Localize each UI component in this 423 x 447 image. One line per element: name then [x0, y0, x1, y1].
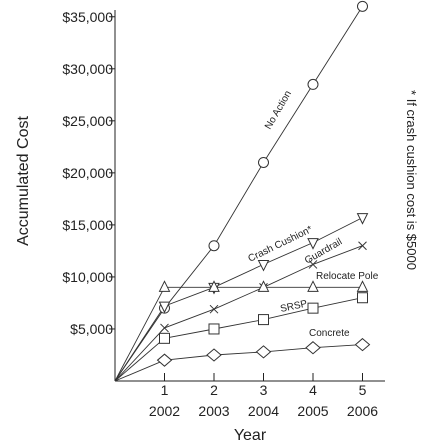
data-point-relocate-pole	[158, 280, 171, 292]
series-markers	[156, 0, 371, 367]
data-point-srsp	[307, 302, 319, 314]
y-tick-label: $25,000	[62, 113, 113, 129]
data-point-concrete	[354, 337, 371, 352]
y-axis-title: Accumulated Cost	[15, 116, 32, 246]
data-point-no-action	[357, 0, 368, 12]
data-point-crash-cushion	[307, 238, 319, 250]
x-tick-index-label: 1	[161, 382, 169, 398]
data-point-relocate-pole	[356, 280, 369, 292]
series-lines	[114, 6, 363, 382]
footnote: * If crash cushion cost is $5000	[404, 90, 419, 270]
y-tick-label: $5,000	[70, 321, 113, 337]
x-tick-year-label: 2003	[198, 403, 229, 419]
series-label-no-action: No Action	[263, 89, 294, 132]
series-line-relocate-pole	[114, 286, 363, 382]
x-tick-index-label: 5	[359, 382, 367, 398]
series-line-no-action	[114, 6, 363, 382]
data-point-no-action	[258, 156, 269, 168]
series-line-guardrail	[114, 245, 363, 382]
series-line-srsp	[114, 297, 363, 382]
data-point-relocate-pole	[307, 280, 319, 292]
data-point-crash-cushion	[158, 301, 171, 314]
x-tick-year-label: 2002	[149, 403, 180, 419]
y-ticks: $5,000 $10,000 $15,000 $20,000 $25,000 $30,00…	[62, 9, 115, 337]
data-point-guardrail	[209, 304, 219, 314]
data-point-concrete	[156, 353, 173, 367]
series-label-concrete: Concrete	[309, 328, 350, 339]
data-point-no-action	[208, 240, 220, 252]
y-tick-label: $30,000	[62, 61, 113, 77]
x-tick-year-label: 2006	[347, 403, 378, 419]
x-tick-index-label: 2	[210, 382, 218, 398]
data-point-srsp	[208, 323, 220, 335]
data-point-no-action	[307, 78, 319, 90]
y-tick-label: $35,000	[62, 9, 113, 25]
y-tick-label: $15,000	[62, 217, 113, 233]
x-tick-year-label: 2004	[248, 403, 279, 419]
data-point-relocate-pole	[208, 280, 220, 292]
x-tick-index-label: 4	[309, 382, 317, 398]
y-tick-label: $20,000	[62, 165, 113, 181]
series-line-crash-cushion	[114, 217, 363, 382]
series-label-relocate-pole: Relocate Pole	[316, 271, 379, 282]
data-point-srsp	[258, 314, 269, 326]
data-point-guardrail	[308, 260, 318, 269]
data-point-crash-cushion	[356, 213, 369, 225]
data-point-srsp	[159, 332, 170, 344]
y-tick-label: $10,000	[62, 269, 113, 285]
data-point-crash-cushion	[257, 259, 270, 272]
data-point-concrete	[305, 341, 321, 355]
axes	[114, 10, 385, 382]
data-point-concrete	[206, 348, 222, 362]
x-tick-year-label: 2005	[297, 403, 328, 419]
data-point-guardrail	[358, 241, 367, 251]
data-point-srsp	[357, 292, 368, 304]
x-ticks: 1 2002 2 2003 3 2004 4 2005 5 2006	[149, 373, 378, 419]
data-point-relocate-pole	[257, 280, 270, 292]
data-point-guardrail	[160, 323, 169, 333]
data-point-concrete	[255, 345, 272, 359]
x-tick-index-label: 3	[260, 382, 268, 398]
x-axis-title: Year	[234, 427, 267, 444]
series-line-concrete	[114, 344, 363, 382]
